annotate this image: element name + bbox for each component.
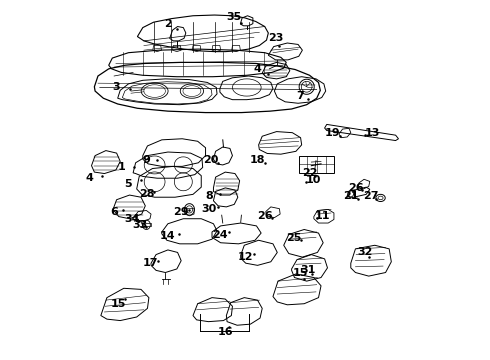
Text: 11: 11 — [315, 211, 330, 221]
Text: 18: 18 — [250, 155, 265, 165]
Text: 16: 16 — [218, 327, 233, 337]
Text: 33: 33 — [133, 220, 148, 230]
Text: 25: 25 — [286, 233, 301, 243]
Text: 31: 31 — [300, 265, 316, 275]
Text: 32: 32 — [357, 247, 373, 257]
Text: 34: 34 — [124, 215, 140, 224]
Text: 15: 15 — [293, 268, 308, 278]
Text: 5: 5 — [124, 179, 132, 189]
Text: 13: 13 — [365, 129, 380, 138]
Text: 22: 22 — [302, 168, 318, 178]
Text: 3: 3 — [112, 82, 120, 92]
Text: 27: 27 — [363, 191, 378, 201]
Text: 26: 26 — [257, 211, 272, 221]
Text: 9: 9 — [143, 155, 150, 165]
Text: 7: 7 — [297, 91, 304, 101]
Text: 14: 14 — [160, 231, 176, 240]
Text: 19: 19 — [325, 129, 341, 138]
Text: 35: 35 — [226, 12, 241, 22]
Text: 20: 20 — [203, 155, 219, 165]
Text: 26: 26 — [348, 183, 364, 193]
Text: 23: 23 — [268, 33, 283, 43]
Text: 1: 1 — [118, 162, 125, 172]
Text: 21: 21 — [343, 191, 359, 201]
Text: 4: 4 — [254, 64, 262, 74]
Text: 30: 30 — [201, 204, 217, 214]
Text: 29: 29 — [172, 207, 188, 217]
Text: 2: 2 — [164, 19, 172, 29]
Text: 6: 6 — [110, 207, 118, 217]
Text: 17: 17 — [142, 258, 158, 268]
Text: 10: 10 — [305, 175, 321, 185]
Text: 12: 12 — [237, 252, 253, 262]
Text: 15: 15 — [111, 299, 126, 309]
Text: 24: 24 — [212, 230, 228, 239]
Text: 28: 28 — [139, 189, 154, 199]
Text: 4: 4 — [85, 173, 93, 183]
Text: 8: 8 — [205, 191, 213, 201]
